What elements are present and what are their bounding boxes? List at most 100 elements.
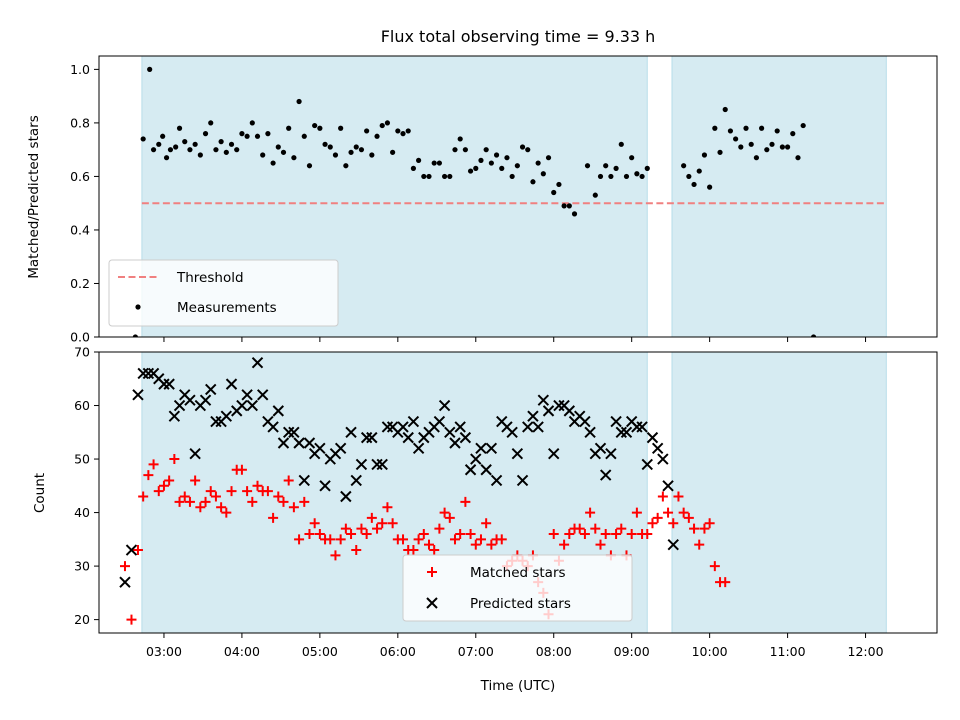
measurement-point (218, 139, 224, 145)
predicted-stars-point (189, 447, 201, 460)
measurement-point (707, 184, 713, 190)
measurement-point (774, 128, 780, 134)
predicted-stars-point (480, 464, 492, 476)
measurement-point (374, 133, 380, 139)
legend-matched-swatch (427, 567, 437, 577)
measurement-point (681, 163, 687, 169)
x-tick-label: 06:00 (380, 644, 416, 659)
matched-stars-point (647, 518, 658, 529)
matched-stars-point (174, 496, 185, 507)
measurement-point (327, 144, 333, 150)
measurement-point (410, 165, 417, 171)
matched-stars-point (699, 523, 710, 534)
measurement-point (405, 128, 411, 134)
measurement-point (249, 120, 255, 126)
measurement-point (509, 173, 515, 180)
matched-stars-point (652, 512, 663, 523)
predicted-stars-point (537, 394, 550, 406)
matched-stars-point (283, 475, 294, 486)
measurement-point (743, 125, 749, 131)
predicted-stars-point (636, 421, 648, 433)
measurement-point (571, 211, 578, 217)
measurement-point (701, 152, 708, 158)
measurement-point (208, 120, 214, 126)
measurement-point (457, 136, 463, 142)
matched-stars-point (126, 614, 137, 625)
measurement-point (156, 141, 162, 147)
bottom-y-tick-label: 40 (74, 505, 90, 520)
matched-stars-point (268, 512, 279, 523)
predicted-stars-point (334, 442, 347, 455)
matched-stars-point (439, 507, 450, 518)
matched-stars-point (683, 512, 694, 523)
measurement-point (291, 155, 297, 161)
matched-stars-point (252, 480, 263, 491)
bottom-axes-frame (98, 351, 938, 634)
matched-stars-point (398, 534, 409, 545)
matched-stars-point (434, 523, 445, 534)
matched-stars-point (631, 507, 642, 518)
predicted-stars-point (173, 399, 186, 412)
predicted-stars-point (527, 410, 539, 422)
predicted-stars-point (594, 442, 607, 455)
top-observing-interval-1 (671, 56, 887, 337)
matched-stars-point (361, 528, 372, 539)
measurement-point (447, 173, 453, 180)
predicted-stars-point (256, 389, 269, 401)
matched-stars-point (465, 528, 476, 539)
measurement-point (467, 168, 474, 174)
predicted-stars-point (355, 458, 368, 471)
matched-stars-point (221, 507, 232, 518)
matched-stars-point (413, 534, 424, 545)
measurement-point (540, 171, 546, 177)
matched-stars-point (424, 539, 435, 550)
predicted-stars-point (132, 389, 144, 401)
predicted-stars-point (241, 389, 253, 401)
predicted-stars-point (657, 453, 669, 465)
predicted-stars-point (371, 458, 383, 471)
predicted-stars-point (641, 458, 653, 471)
measurement-point (810, 334, 817, 337)
matched-stars-point (164, 475, 175, 486)
matched-stars-point (481, 518, 492, 529)
measurement-point (132, 334, 138, 337)
predicted-stars-point (610, 415, 622, 428)
predicted-stars-point (459, 431, 472, 444)
measurement-point (306, 163, 313, 169)
matched-stars-point (668, 518, 679, 529)
predicted-stars-point (340, 490, 352, 503)
matched-stars-point (548, 528, 559, 539)
predicted-stars-point (412, 442, 425, 455)
predicted-stars-point (615, 426, 627, 438)
x-tick-label: 04:00 (224, 644, 260, 659)
measurement-point (364, 128, 370, 134)
predicted-stars-point (220, 410, 233, 422)
measurement-point (160, 133, 166, 139)
predicted-stars-point (470, 453, 482, 465)
matched-stars-point (148, 459, 159, 470)
measurement-point (519, 144, 526, 150)
matched-stars-point (626, 528, 637, 539)
predicted-stars-point (246, 399, 259, 412)
predicted-stars-point (225, 378, 238, 390)
predicted-stars-point (522, 421, 534, 433)
measurement-point (384, 120, 391, 126)
measurement-point (280, 149, 287, 155)
measurement-point (759, 125, 765, 131)
measurement-point (150, 147, 157, 153)
matched-stars-point (273, 491, 284, 502)
matched-stars-point (278, 496, 289, 507)
predicted-stars-point (433, 415, 446, 428)
predicted-stars-point (454, 421, 466, 433)
measurement-point (395, 128, 401, 134)
measurement-point (790, 131, 796, 137)
predicted-stars-point (360, 431, 373, 444)
predicted-stars-point (210, 415, 222, 428)
predicted-stars-point (277, 437, 290, 449)
legend-threshold-label: Threshold (176, 270, 244, 286)
legend-matched-label: Matched stars (470, 565, 566, 581)
top-y-tick-label: 0.0 (70, 330, 90, 345)
matched-stars-point (611, 528, 622, 539)
x-tick-label: 05:00 (302, 644, 338, 659)
matched-stars-point (132, 545, 143, 556)
